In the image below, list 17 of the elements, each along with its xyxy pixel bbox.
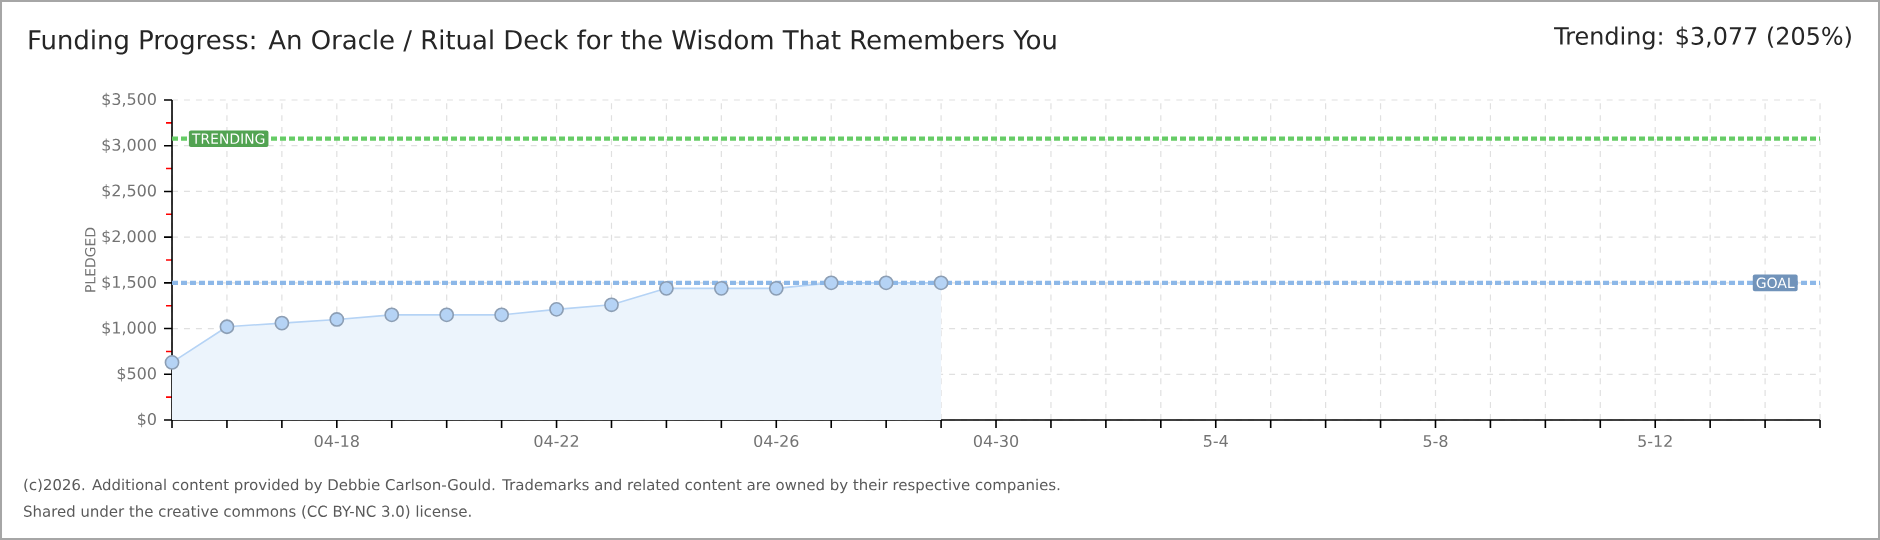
point xyxy=(823,275,839,291)
point xyxy=(219,319,235,335)
point xyxy=(329,312,345,327)
point xyxy=(878,275,894,291)
point xyxy=(439,307,455,323)
point xyxy=(549,301,564,317)
point xyxy=(713,280,729,296)
chart-title: Funding Progress: An Oracle / Ritual Deck for the Wisdom That Remembers You xyxy=(29,29,1056,55)
point xyxy=(933,275,949,291)
point xyxy=(384,307,400,323)
point xyxy=(274,315,290,331)
chart-subtitle: Trending: $3,077 (205%) xyxy=(1554,26,1851,50)
point xyxy=(768,280,784,296)
point xyxy=(164,355,180,370)
point xyxy=(604,297,619,313)
point xyxy=(659,280,674,296)
point xyxy=(494,307,510,323)
